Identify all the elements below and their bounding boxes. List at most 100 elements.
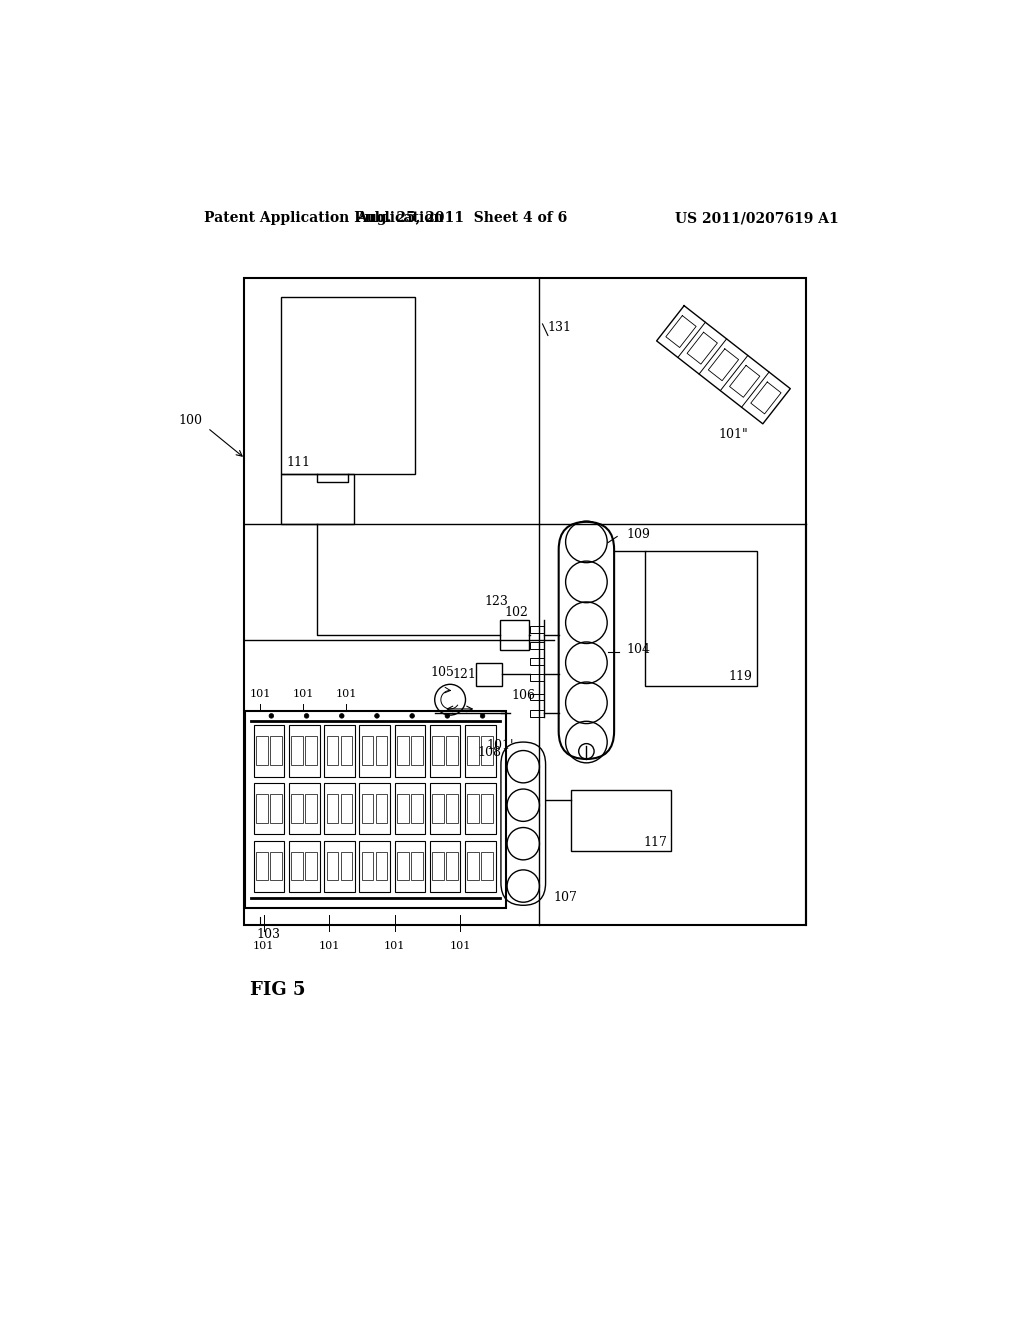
Bar [325,841,354,892]
Bar [254,841,285,892]
Bar [289,783,319,834]
Text: 103: 103 [256,928,281,941]
Bar [446,737,458,764]
Bar [292,851,303,880]
Bar [397,737,409,764]
Text: 101: 101 [318,941,340,952]
Bar [394,725,425,776]
Bar [281,297,416,474]
Text: 101': 101' [486,739,514,751]
Text: 101: 101 [253,941,274,952]
Text: 106: 106 [512,689,536,702]
Bar [270,795,282,822]
Bar [254,725,285,776]
Text: 109: 109 [627,528,650,541]
Bar [530,693,544,701]
Bar [394,783,425,834]
Bar [359,841,390,892]
Bar [305,795,317,822]
Text: Patent Application Publication: Patent Application Publication [204,211,443,226]
Bar [327,737,338,764]
Bar [289,725,319,776]
Bar [432,737,443,764]
Circle shape [269,714,273,718]
Text: 104: 104 [627,643,650,656]
Text: 101: 101 [293,689,313,700]
Bar [361,795,374,822]
Text: 101: 101 [384,941,406,952]
Text: 101: 101 [450,941,471,952]
Bar [341,851,352,880]
Bar [530,626,544,632]
Circle shape [339,714,344,718]
Bar [500,620,529,649]
Bar [467,795,479,822]
Bar [571,789,671,851]
Bar [325,725,354,776]
Text: 111: 111 [287,455,311,469]
Bar [325,783,354,834]
Bar [376,737,387,764]
Bar [256,795,268,822]
Bar [341,737,352,764]
Text: 123: 123 [484,594,509,607]
Bar [327,795,338,822]
Circle shape [375,714,379,718]
Bar [467,851,479,880]
Bar [530,659,544,665]
Bar [645,552,757,686]
Text: 101": 101" [718,428,748,441]
Bar [244,277,806,924]
Bar [256,851,268,880]
Bar [361,737,374,764]
Bar [411,851,423,880]
Text: 105: 105 [431,667,455,680]
Bar [327,851,338,880]
Bar [397,795,409,822]
Bar [475,663,503,686]
Bar [446,851,458,880]
Bar [397,851,409,880]
Text: 100: 100 [178,413,202,426]
Bar [465,725,496,776]
Text: 119: 119 [729,671,753,684]
Bar [376,851,387,880]
Bar [430,841,461,892]
Bar [292,737,303,764]
Circle shape [410,714,415,718]
Bar [481,795,494,822]
Bar [305,851,317,880]
Bar [254,783,285,834]
Bar [289,841,319,892]
Bar [481,737,494,764]
Bar [530,642,544,649]
Text: 107: 107 [553,891,578,904]
Circle shape [480,714,485,718]
Bar [411,795,423,822]
Bar [361,851,374,880]
Bar [245,711,506,908]
Bar [530,710,544,717]
Circle shape [304,714,309,718]
Bar [481,851,494,880]
Bar [359,725,390,776]
Text: 102: 102 [504,606,528,619]
Text: Aug. 25, 2011  Sheet 4 of 6: Aug. 25, 2011 Sheet 4 of 6 [356,211,567,226]
Bar [430,783,461,834]
Text: 108: 108 [478,746,502,759]
Bar [281,474,354,524]
Bar [530,675,544,681]
Bar [465,783,496,834]
Bar [292,795,303,822]
Circle shape [445,714,450,718]
Bar [256,737,268,764]
Text: US 2011/0207619 A1: US 2011/0207619 A1 [675,211,839,226]
Text: 117: 117 [643,836,668,849]
Bar [341,795,352,822]
Bar [446,795,458,822]
Bar [465,841,496,892]
Bar [270,851,282,880]
Bar [270,737,282,764]
Bar [467,737,479,764]
Bar [394,841,425,892]
